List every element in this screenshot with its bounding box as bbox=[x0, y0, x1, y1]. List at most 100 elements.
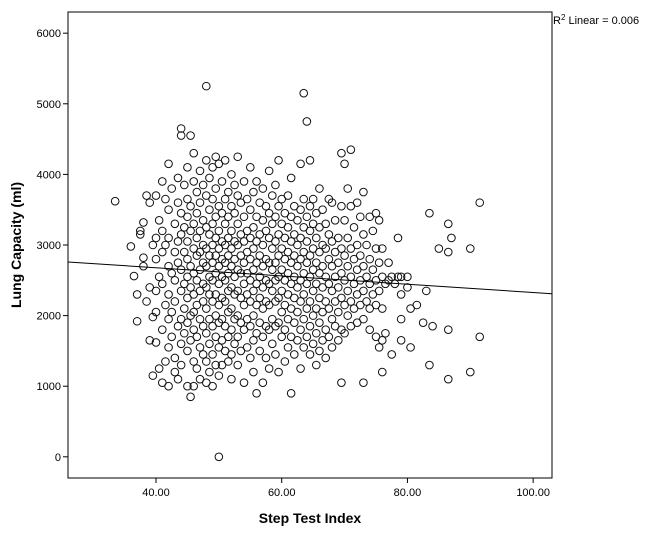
data-point bbox=[173, 321, 183, 331]
data-point bbox=[189, 357, 199, 366]
data-point bbox=[315, 223, 324, 232]
data-point bbox=[359, 378, 368, 387]
data-point bbox=[343, 233, 353, 243]
data-point bbox=[311, 258, 321, 267]
data-point bbox=[186, 201, 195, 211]
data-point bbox=[299, 194, 309, 204]
data-point bbox=[198, 297, 208, 306]
data-point bbox=[220, 297, 230, 306]
data-point bbox=[167, 332, 177, 342]
data-point bbox=[333, 233, 343, 243]
data-point bbox=[220, 346, 230, 356]
data-point bbox=[286, 388, 296, 398]
data-point bbox=[371, 332, 381, 342]
data-point bbox=[157, 378, 167, 387]
data-point bbox=[258, 332, 268, 342]
plot-area bbox=[67, 11, 553, 479]
data-point bbox=[302, 304, 312, 313]
data-point bbox=[183, 381, 192, 391]
data-point bbox=[220, 276, 230, 285]
data-point bbox=[318, 205, 327, 214]
data-point bbox=[396, 272, 406, 282]
data-point bbox=[164, 314, 173, 324]
data-point bbox=[252, 388, 261, 398]
data-point bbox=[223, 357, 233, 366]
data-point bbox=[286, 258, 296, 267]
data-point bbox=[465, 244, 475, 253]
data-point bbox=[377, 304, 387, 313]
data-point bbox=[396, 290, 406, 299]
data-point bbox=[242, 226, 252, 236]
data-point bbox=[176, 360, 186, 370]
data-point bbox=[176, 314, 186, 324]
data-point bbox=[321, 219, 331, 229]
data-point bbox=[293, 240, 302, 250]
data-point bbox=[321, 244, 331, 253]
data-point bbox=[349, 279, 359, 289]
data-point bbox=[249, 223, 258, 232]
data-point bbox=[161, 357, 170, 366]
data-point bbox=[220, 155, 230, 165]
data-point bbox=[164, 261, 173, 271]
data-point bbox=[368, 226, 378, 236]
data-point bbox=[403, 272, 412, 282]
data-point bbox=[239, 177, 249, 186]
data-point bbox=[249, 367, 258, 377]
data-point bbox=[267, 265, 277, 275]
data-point bbox=[412, 300, 422, 310]
data-point bbox=[393, 272, 403, 282]
data-point bbox=[164, 381, 173, 391]
data-point bbox=[164, 343, 173, 352]
data-point bbox=[299, 290, 309, 299]
data-point bbox=[308, 194, 318, 204]
data-point bbox=[258, 304, 268, 313]
data-point bbox=[208, 163, 217, 172]
data-point bbox=[245, 233, 255, 243]
data-point bbox=[289, 318, 299, 327]
data-point bbox=[176, 339, 186, 349]
data-point bbox=[337, 244, 346, 253]
data-point bbox=[425, 208, 434, 218]
data-point bbox=[227, 244, 236, 253]
data-point bbox=[258, 261, 268, 271]
data-point bbox=[176, 131, 186, 140]
y-tick-label: 5000 bbox=[37, 99, 61, 111]
data-point bbox=[211, 212, 221, 222]
data-point bbox=[195, 247, 205, 257]
data-point bbox=[192, 300, 202, 310]
data-point bbox=[280, 357, 290, 366]
data-point bbox=[315, 184, 324, 193]
data-point bbox=[302, 237, 312, 246]
data-point bbox=[333, 336, 343, 345]
y-tick-label: 3000 bbox=[37, 240, 61, 252]
data-point bbox=[154, 215, 164, 225]
data-point bbox=[362, 240, 371, 250]
data-point bbox=[447, 233, 456, 243]
data-point bbox=[337, 201, 346, 211]
data-point bbox=[261, 226, 271, 236]
data-point bbox=[236, 230, 246, 239]
data-point bbox=[211, 360, 221, 370]
data-point bbox=[189, 325, 199, 335]
data-point bbox=[132, 316, 142, 326]
data-point bbox=[352, 240, 362, 250]
data-point bbox=[321, 325, 331, 335]
data-point bbox=[195, 166, 205, 176]
data-point bbox=[249, 244, 258, 253]
data-point bbox=[239, 258, 249, 267]
data-point bbox=[236, 251, 246, 260]
data-point bbox=[179, 328, 189, 338]
data-point bbox=[167, 184, 177, 193]
data-point bbox=[227, 226, 236, 236]
data-point bbox=[267, 314, 277, 324]
data-point bbox=[223, 268, 233, 278]
data-point bbox=[239, 325, 249, 335]
data-point bbox=[311, 360, 321, 370]
data-point bbox=[245, 321, 255, 331]
data-point bbox=[217, 360, 227, 370]
data-point bbox=[418, 318, 428, 327]
data-point bbox=[214, 300, 224, 310]
data-point bbox=[324, 230, 334, 239]
data-point bbox=[239, 212, 249, 222]
